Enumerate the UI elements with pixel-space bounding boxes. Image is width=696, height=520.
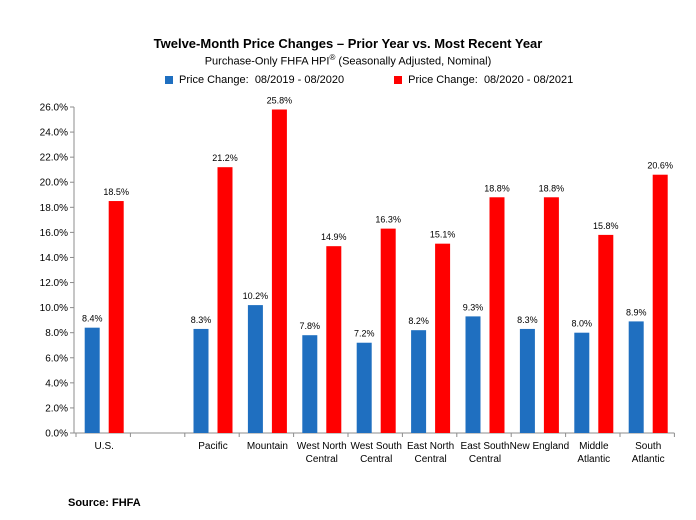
- y-tick-label: 14.0%: [40, 253, 68, 264]
- y-tick-label: 2.0%: [45, 403, 68, 414]
- data-label-series-1: 7.8%: [300, 321, 321, 331]
- x-tick-label: East South: [461, 441, 510, 452]
- bar-series-1: [247, 305, 263, 433]
- bar-series-2: [435, 243, 451, 433]
- x-tick-label: U.S.: [94, 441, 113, 452]
- bar-series-2: [380, 228, 396, 433]
- legend-label-series-2: Price Change: 08/2020 - 08/2021: [408, 74, 574, 86]
- data-label-series-2: 14.9%: [321, 232, 347, 242]
- x-tick-label: Central: [469, 454, 501, 465]
- data-label-series-2: 18.8%: [539, 183, 565, 193]
- y-tick-label: 22.0%: [40, 153, 68, 164]
- subtitle-rest: (Seasonally Adjusted, Nominal): [335, 55, 492, 68]
- data-label-series-1: 8.3%: [517, 315, 538, 325]
- data-label-series-2: 21.2%: [212, 153, 238, 163]
- x-tick-label: Central: [360, 454, 392, 465]
- x-tick-label: East North: [407, 441, 454, 452]
- chart-subtitle: Purchase-Only FHFA HPI® (Seasonally Adju…: [0, 53, 696, 68]
- bar-series-2: [108, 201, 124, 433]
- bar-series-1: [356, 342, 372, 433]
- bar-series-1: [465, 316, 481, 433]
- y-tick-label: 4.0%: [45, 378, 68, 389]
- data-label-series-2: 18.8%: [484, 183, 510, 193]
- x-tick-label: South: [635, 441, 661, 452]
- data-label-series-2: 15.8%: [593, 221, 619, 231]
- subtitle-main: Purchase-Only FHFA HPI: [204, 55, 330, 68]
- data-label-series-1: 9.3%: [463, 302, 484, 312]
- bar-series-1: [574, 332, 590, 433]
- x-tick-label: West North: [297, 441, 347, 452]
- x-tick-label: Central: [414, 454, 446, 465]
- data-label-series-1: 7.2%: [354, 329, 375, 339]
- bar-series-1: [628, 321, 644, 433]
- data-label-series-2: 18.5%: [103, 187, 129, 197]
- data-label-series-2: 16.3%: [375, 215, 401, 225]
- legend-swatch-series-2: [394, 76, 403, 84]
- data-label-series-2: 15.1%: [430, 230, 456, 240]
- x-tick-label: Middle: [579, 441, 609, 452]
- bar-series-2: [489, 197, 505, 433]
- data-label-series-1: 8.2%: [408, 316, 429, 326]
- data-label-series-1: 8.0%: [572, 319, 593, 329]
- y-tick-label: 0.0%: [45, 429, 68, 440]
- y-tick-label: 18.0%: [40, 203, 68, 214]
- subtitle-registered-mark: ®: [329, 53, 336, 62]
- x-tick-label: Central: [306, 454, 338, 465]
- data-label-series-1: 8.9%: [626, 307, 647, 317]
- legend-label-series-1: Price Change: 08/2019 - 08/2020: [179, 74, 345, 86]
- source-note: Source: FHFA: [68, 497, 141, 509]
- x-tick-label: Atlantic: [632, 454, 665, 465]
- y-tick-label: 8.0%: [45, 328, 68, 339]
- chart-title: Twelve-Month Price Changes – Prior Year …: [153, 36, 543, 51]
- x-tick-label: Atlantic: [577, 454, 610, 465]
- y-tick-label: 12.0%: [40, 278, 68, 289]
- bar-series-2: [217, 167, 233, 433]
- bar-series-2: [652, 174, 668, 433]
- y-tick-label: 10.0%: [40, 303, 68, 314]
- data-label-series-1: 8.4%: [82, 314, 103, 324]
- y-tick-label: 16.0%: [40, 228, 68, 239]
- bar-series-2: [543, 197, 559, 433]
- legend-item-series-1: Price Change: 08/2019 - 08/2020: [165, 74, 344, 86]
- bar-series-1: [302, 335, 318, 433]
- data-label-series-2: 25.8%: [267, 96, 293, 106]
- x-tick-label: Mountain: [247, 441, 288, 452]
- bar-series-1: [519, 328, 535, 433]
- bar-series-1: [84, 327, 100, 433]
- y-tick-label: 24.0%: [40, 128, 68, 139]
- bar-series-2: [326, 246, 342, 433]
- bar-series-2: [271, 109, 287, 433]
- bar-series-2: [598, 234, 614, 433]
- x-tick-label: New England: [510, 441, 569, 452]
- y-tick-label: 20.0%: [40, 178, 68, 189]
- bar-series-1: [411, 330, 427, 433]
- x-tick-label: West South: [350, 441, 402, 452]
- y-tick-label: 6.0%: [45, 353, 68, 364]
- legend-swatch-series-1: [165, 76, 173, 84]
- x-tick-label: Pacific: [198, 441, 227, 452]
- bar-series-1: [193, 328, 209, 433]
- data-label-series-1: 8.3%: [191, 315, 212, 325]
- data-label-series-1: 10.2%: [243, 291, 269, 301]
- legend: Price Change: 08/2019 - 08/2020 Price Ch…: [165, 74, 573, 86]
- y-tick-label: 26.0%: [40, 103, 68, 114]
- data-label-series-2: 20.6%: [647, 161, 673, 171]
- legend-item-series-2: Price Change: 08/2020 - 08/2021: [394, 74, 573, 86]
